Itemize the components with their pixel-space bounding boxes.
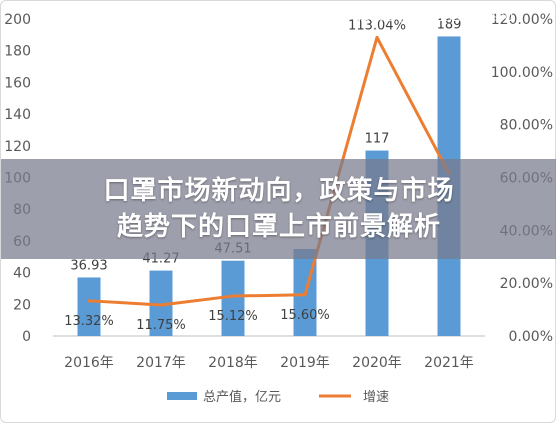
y-right-tick-label: 100.00% [491, 65, 553, 81]
growth-value-label: 15.12% [208, 309, 258, 324]
bar [149, 270, 173, 336]
y-right-tick-label: 0.00% [509, 329, 553, 345]
legend: 总产值，亿元 增速 [167, 389, 389, 405]
bar [77, 277, 101, 336]
watermark: 搜狐号@中金企信国际咨询 [357, 8, 513, 24]
x-tick-label: 2020年 [352, 355, 402, 371]
bar-value-label: 117 [365, 132, 390, 147]
y-right-tick-label: 20.00% [500, 276, 553, 292]
y-left-tick-label: 180 [4, 44, 31, 60]
x-axis: 2016年 2017年 2018年 2019年 2020年 2021年 [53, 335, 485, 371]
growth-value-label: 13.32% [64, 314, 114, 329]
bar-value-label: 36.93 [70, 258, 107, 273]
overlay-title-line-1: 口罩市场新动向，政策与市场 [103, 176, 455, 206]
y-left-tick-label: 160 [4, 75, 31, 91]
legend-label-line: 增速 [363, 390, 389, 405]
growth-point [375, 35, 379, 39]
overlay-title-line-2: 趋势下的口罩上市前景解析 [116, 212, 441, 242]
growth-point [303, 293, 307, 297]
y-left-tick-label: 120 [4, 139, 31, 155]
x-tick-label: 2021年 [424, 355, 474, 371]
legend-label-bar: 总产值，亿元 [203, 389, 281, 405]
y-left-tick-label: 0 [22, 329, 31, 345]
y-left-tick-label: 40 [13, 266, 31, 282]
x-tick-label: 2019年 [280, 355, 330, 371]
y-left-tick-label: 140 [4, 107, 31, 123]
y-right-tick-label: 120.00% [491, 12, 553, 28]
y-left-tick-label: 200 [4, 12, 31, 28]
x-tick-label: 2017年 [136, 355, 186, 371]
x-tick-label: 2018年 [208, 355, 258, 371]
growth-point [87, 299, 91, 303]
growth-value-label: 11.75% [136, 318, 186, 333]
growth-point [231, 294, 235, 298]
growth-value-label: 15.60% [280, 308, 330, 323]
y-left-tick-label: 20 [13, 297, 31, 313]
x-tick-label: 2016年 [64, 355, 114, 371]
y-right-tick-label: 80.00% [500, 118, 553, 134]
title-overlay-banner: 口罩市场新动向，政策与市场 趋势下的口罩上市前景解析 [1, 159, 556, 259]
growth-point [159, 303, 163, 307]
growth-line [88, 35, 451, 307]
growth-value-label: 113.04% [348, 18, 406, 33]
bar [221, 260, 245, 336]
legend-swatch-bar [167, 392, 197, 400]
bar-value-label: 189 [437, 17, 462, 32]
